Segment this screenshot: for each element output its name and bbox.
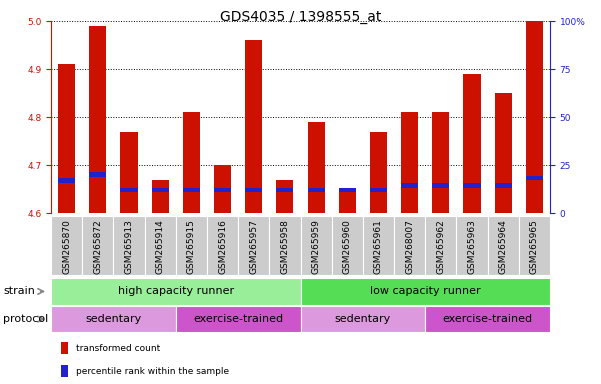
Bar — [495, 183, 511, 188]
FancyBboxPatch shape — [145, 216, 176, 275]
Text: GSM265960: GSM265960 — [343, 219, 352, 274]
Bar — [308, 122, 325, 213]
Bar — [370, 188, 387, 192]
Text: GSM265963: GSM265963 — [468, 219, 477, 274]
FancyBboxPatch shape — [51, 216, 82, 275]
FancyBboxPatch shape — [363, 216, 394, 275]
Text: GSM265964: GSM265964 — [499, 219, 508, 274]
Text: sedentary: sedentary — [335, 314, 391, 324]
Bar — [214, 165, 231, 213]
Bar — [58, 178, 75, 183]
FancyBboxPatch shape — [487, 216, 519, 275]
Text: percentile rank within the sample: percentile rank within the sample — [76, 367, 229, 376]
FancyBboxPatch shape — [300, 306, 426, 333]
FancyBboxPatch shape — [51, 278, 300, 305]
Bar — [183, 188, 200, 192]
Text: GSM265915: GSM265915 — [187, 219, 196, 274]
Text: strain: strain — [3, 286, 35, 296]
Bar — [463, 183, 481, 188]
Text: exercise-trained: exercise-trained — [193, 314, 283, 324]
Bar — [245, 188, 262, 192]
Text: low capacity runner: low capacity runner — [370, 286, 481, 296]
Bar — [276, 188, 293, 192]
FancyBboxPatch shape — [114, 216, 145, 275]
Text: GSM265914: GSM265914 — [156, 219, 165, 274]
FancyBboxPatch shape — [176, 306, 300, 333]
Text: GSM265961: GSM265961 — [374, 219, 383, 274]
Bar — [90, 172, 106, 177]
Bar — [432, 113, 450, 213]
Bar — [276, 180, 293, 213]
Bar — [61, 365, 68, 377]
Text: GSM265965: GSM265965 — [530, 219, 539, 274]
FancyBboxPatch shape — [269, 216, 300, 275]
Text: GSM265959: GSM265959 — [311, 219, 320, 274]
Bar — [308, 188, 325, 192]
Text: high capacity runner: high capacity runner — [118, 286, 234, 296]
FancyBboxPatch shape — [300, 216, 332, 275]
Bar — [526, 21, 543, 213]
Bar — [401, 113, 418, 213]
Bar — [183, 113, 200, 213]
FancyBboxPatch shape — [519, 216, 550, 275]
FancyBboxPatch shape — [82, 216, 114, 275]
FancyBboxPatch shape — [332, 216, 363, 275]
Bar — [120, 132, 138, 213]
FancyBboxPatch shape — [394, 216, 426, 275]
FancyBboxPatch shape — [426, 216, 456, 275]
Text: GSM265958: GSM265958 — [281, 219, 290, 274]
Text: transformed count: transformed count — [76, 344, 160, 353]
Text: GSM265957: GSM265957 — [249, 219, 258, 274]
Bar — [432, 183, 450, 188]
Bar — [339, 189, 356, 213]
Bar — [401, 183, 418, 188]
FancyBboxPatch shape — [51, 306, 176, 333]
Text: protocol: protocol — [3, 314, 48, 324]
Bar — [61, 342, 68, 354]
FancyBboxPatch shape — [456, 216, 487, 275]
Bar — [245, 40, 262, 213]
Text: exercise-trained: exercise-trained — [442, 314, 532, 324]
Bar — [90, 26, 106, 213]
FancyBboxPatch shape — [176, 216, 207, 275]
FancyBboxPatch shape — [426, 306, 550, 333]
Bar — [495, 93, 511, 213]
Text: GSM268007: GSM268007 — [405, 219, 414, 274]
Text: GDS4035 / 1398555_at: GDS4035 / 1398555_at — [220, 10, 381, 23]
Bar — [370, 132, 387, 213]
Bar — [526, 176, 543, 180]
Text: GSM265872: GSM265872 — [93, 219, 102, 274]
Bar — [339, 188, 356, 192]
Text: GSM265916: GSM265916 — [218, 219, 227, 274]
FancyBboxPatch shape — [300, 278, 550, 305]
FancyBboxPatch shape — [238, 216, 269, 275]
Text: GSM265870: GSM265870 — [62, 219, 71, 274]
Bar — [463, 74, 481, 213]
Bar — [151, 188, 169, 192]
Bar — [151, 180, 169, 213]
Bar — [120, 188, 138, 192]
Text: GSM265962: GSM265962 — [436, 219, 445, 274]
Bar — [58, 65, 75, 213]
Text: sedentary: sedentary — [85, 314, 142, 324]
FancyBboxPatch shape — [207, 216, 238, 275]
Text: GSM265913: GSM265913 — [124, 219, 133, 274]
Bar — [214, 188, 231, 192]
